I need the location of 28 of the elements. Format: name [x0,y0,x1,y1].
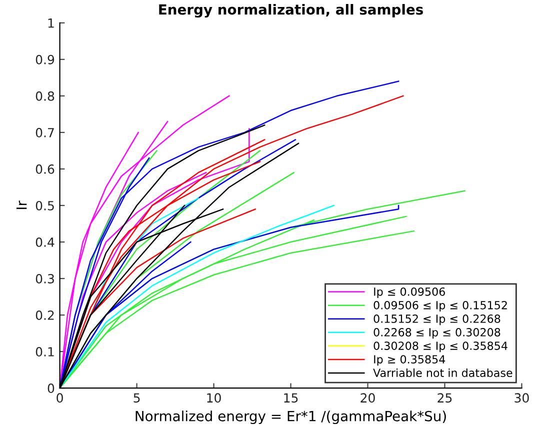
y-tick-label: 0.5 [36,200,54,210]
y-tick-label: 0.7 [36,128,54,138]
x-tick-label: 20 [360,393,375,403]
legend-label: Ip ≤ 0.09506 [374,287,445,298]
x-tick-label: 15 [284,393,298,403]
y-tick-label: 0.1 [36,347,54,356]
x-axis-title: Normalized energy = Er*1 /(gammaPeak*Su) [136,410,446,424]
legend-label: Ip ≥ 0.35854 [374,355,446,366]
y-tick-label: 0.2 [36,310,54,320]
chart-title: Energy normalization, all samples [159,4,423,18]
x-tick-label: 5 [134,393,140,403]
y-tick-label: 0.8 [36,91,54,101]
x-tick-label: 30 [514,393,529,403]
x-tick-label: 0 [56,393,63,403]
legend-label: 0.30208 ≤ Ip ≤ 0.35854 [374,342,508,352]
x-tick-label: 10 [207,393,221,403]
legend-label: 0.2268 ≤ Ip ≤ 0.30208 [374,328,500,339]
legend-label: Varriable not in database [373,368,512,378]
x-tick-label: 25 [438,393,452,403]
y-tick-label: 0.9 [36,54,54,64]
y-tick-label: 0.6 [36,164,54,174]
y-tick-label: 0 [48,384,54,394]
y-tick-label: 1 [48,18,54,28]
y-axis-title: Ir [16,200,27,210]
legend-label: 0.15152 ≤ Ip ≤ 0.2268 [374,314,500,326]
y-tick-label: 0.3 [36,274,54,284]
y-tick-label: 0.4 [36,237,54,247]
legend-label: 0.09506 ≤ Ip ≤ 0.15152 [374,300,507,312]
